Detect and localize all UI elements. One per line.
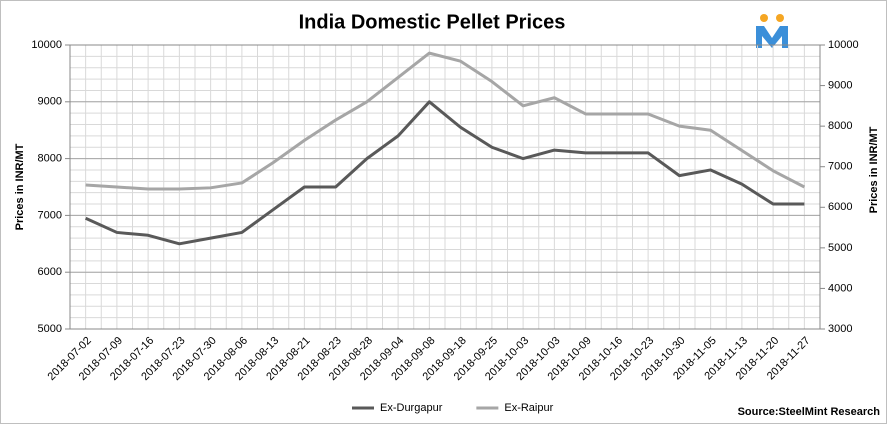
legend-label: Ex-Durgapur [380,402,443,414]
legend-label: Ex-Raipur [504,402,553,414]
y2-tick-label: 7000 [828,161,852,173]
y2-tick-label: 5000 [828,242,852,254]
y-tick-label: 6000 [38,266,62,278]
y2-tick-label: 10000 [828,39,859,51]
y2-axis-title: Prices in INR/MT [868,126,880,213]
plot-border [69,44,821,330]
series-line [85,51,806,191]
y2-tick-label: 9000 [828,79,852,91]
y2-tick-label: 6000 [828,201,852,213]
chart-title: India Domestic Pellet Prices [299,11,566,33]
y-tick-label: 7000 [38,209,62,221]
y-tick-label: 10000 [31,39,62,51]
y-tick-label: 5000 [38,323,62,335]
y-axis-title: Prices in INR/MT [14,143,26,230]
series-line [85,100,805,246]
y-tick-label: 9000 [38,96,62,108]
logo [756,14,788,48]
y-tick-label: 8000 [38,153,62,165]
y2-tick-label: 3000 [828,323,852,335]
y2-tick-label: 8000 [828,120,852,132]
y2-tick-label: 4000 [828,282,852,294]
source: Source:SteelMint Research [738,406,881,418]
